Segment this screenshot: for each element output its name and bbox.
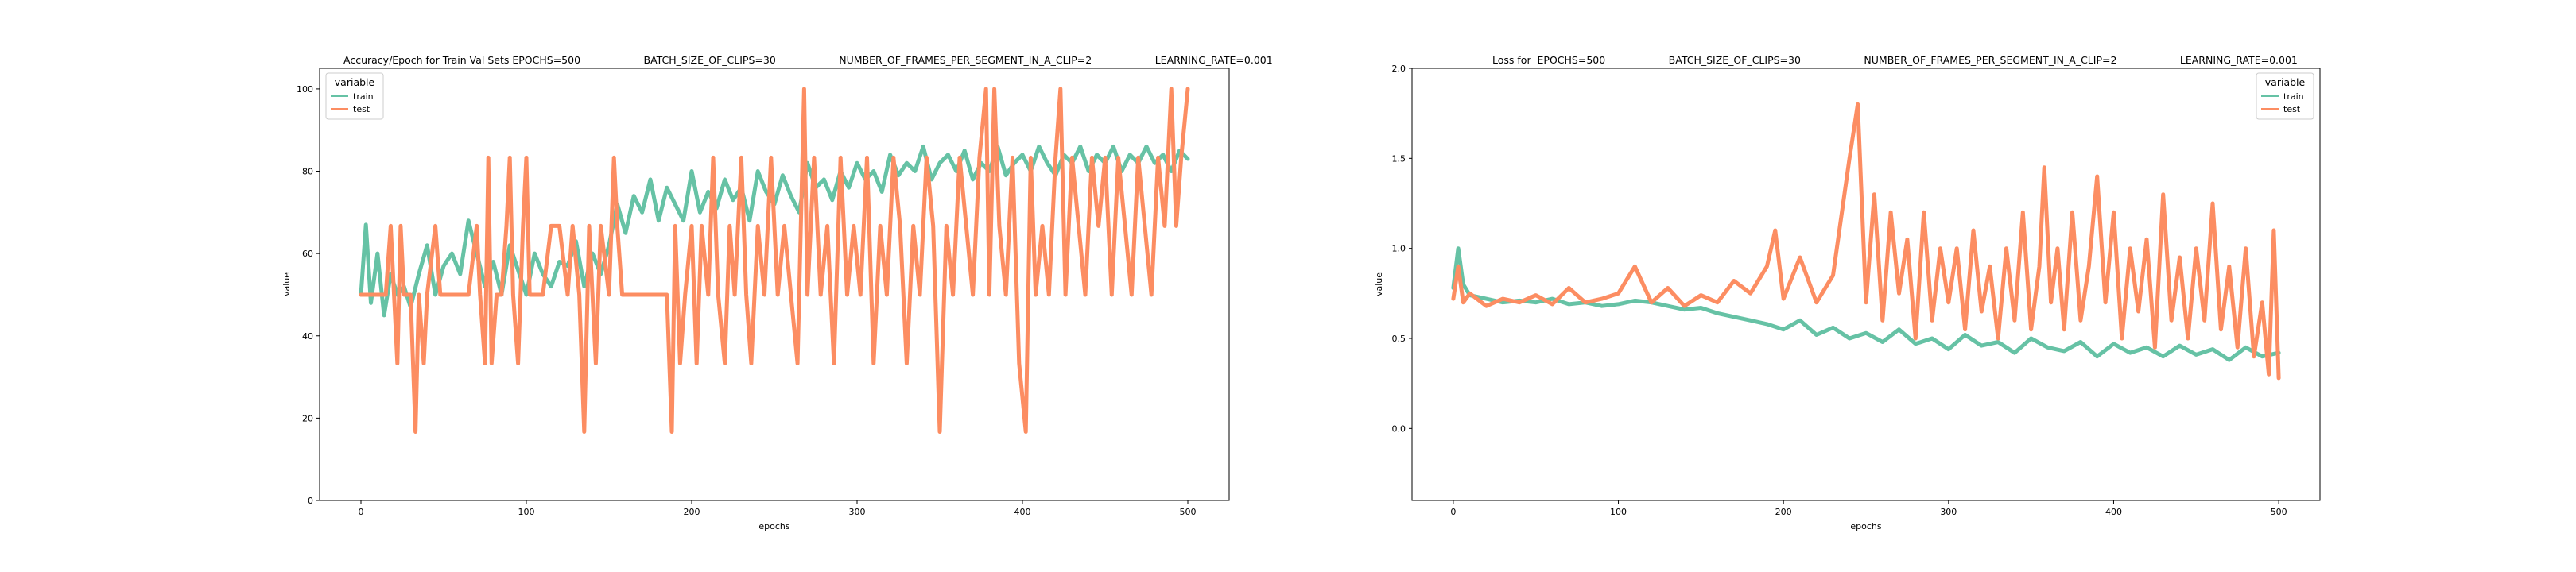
loss-series-train xyxy=(1451,246,2281,362)
accuracy-x-tick-label: 500 xyxy=(1180,507,1197,517)
accuracy-x-tick-label: 100 xyxy=(518,507,535,517)
accuracy-x-axis-label: epochs xyxy=(758,521,789,531)
loss-x-tick-label: 200 xyxy=(1775,507,1792,517)
loss-chart-title: Loss for EPOCHS=500 BATCH_SIZE_OF_CLIPS=… xyxy=(1492,54,2298,66)
accuracy-legend-train-label: train xyxy=(353,91,374,102)
loss-legend-test-label: test xyxy=(2283,104,2301,114)
loss-series-layer xyxy=(1451,102,2281,381)
accuracy-y-tick-label: 60 xyxy=(302,249,313,259)
loss-ticks-layer: 0 100 200 300 400 500 0.0 0.5 1.0 1.5 2.0 xyxy=(1392,64,2287,517)
accuracy-y-tick-label: 20 xyxy=(302,413,313,423)
loss-series-test xyxy=(1451,102,2281,381)
accuracy-ticks-layer: 0 100 200 300 400 500 0 20 40 60 80 100 xyxy=(297,84,1197,517)
accuracy-plot-frame xyxy=(319,68,1230,501)
loss-y-tick-label: 2.0 xyxy=(1392,64,1406,74)
loss-x-tick-label: 400 xyxy=(2105,507,2122,517)
accuracy-series-layer xyxy=(359,87,1190,434)
accuracy-x-tick-label: 0 xyxy=(359,507,364,517)
accuracy-legend-title: variable xyxy=(335,76,375,88)
accuracy-x-tick-label: 400 xyxy=(1014,507,1031,517)
loss-plot-frame xyxy=(1411,68,2321,501)
accuracy-x-tick-label: 200 xyxy=(684,507,700,517)
loss-legend-box xyxy=(2256,72,2314,120)
loss-y-axis-label: value xyxy=(1374,272,1384,296)
loss-x-tick-label: 0 xyxy=(1450,507,1456,517)
accuracy-y-axis-label: value xyxy=(281,272,292,296)
accuracy-legend-box xyxy=(325,72,384,120)
loss-x-tick-label: 300 xyxy=(1940,507,1957,517)
accuracy-y-tick-label: 40 xyxy=(302,331,313,342)
loss-legend: variable train test xyxy=(2256,72,2314,120)
accuracy-chart-title: Accuracy/Epoch for Train Val Sets EPOCHS… xyxy=(343,54,1273,66)
accuracy-chart: Accuracy/Epoch for Train Val Sets EPOCHS… xyxy=(281,54,1273,531)
loss-y-tick-label: 0.0 xyxy=(1392,423,1406,434)
loss-legend-train-label: train xyxy=(2283,91,2304,102)
accuracy-y-tick-label: 0 xyxy=(308,496,313,506)
loss-chart: Loss for EPOCHS=500 BATCH_SIZE_OF_CLIPS=… xyxy=(1374,54,2321,531)
loss-y-tick-label: 1.0 xyxy=(1392,244,1406,254)
accuracy-y-tick-label: 80 xyxy=(302,167,313,177)
loss-x-axis-label: epochs xyxy=(1850,521,1881,531)
accuracy-y-tick-label: 100 xyxy=(297,84,313,95)
loss-legend-title: variable xyxy=(2265,76,2306,88)
loss-x-tick-label: 100 xyxy=(1610,507,1627,517)
loss-y-tick-label: 0.5 xyxy=(1392,334,1406,344)
accuracy-x-tick-label: 300 xyxy=(849,507,866,517)
accuracy-legend: variable train test xyxy=(325,72,384,120)
loss-y-tick-label: 1.5 xyxy=(1392,153,1406,164)
loss-x-tick-label: 500 xyxy=(2271,507,2287,517)
accuracy-legend-test-label: test xyxy=(353,104,370,114)
accuracy-series-test xyxy=(359,87,1190,434)
